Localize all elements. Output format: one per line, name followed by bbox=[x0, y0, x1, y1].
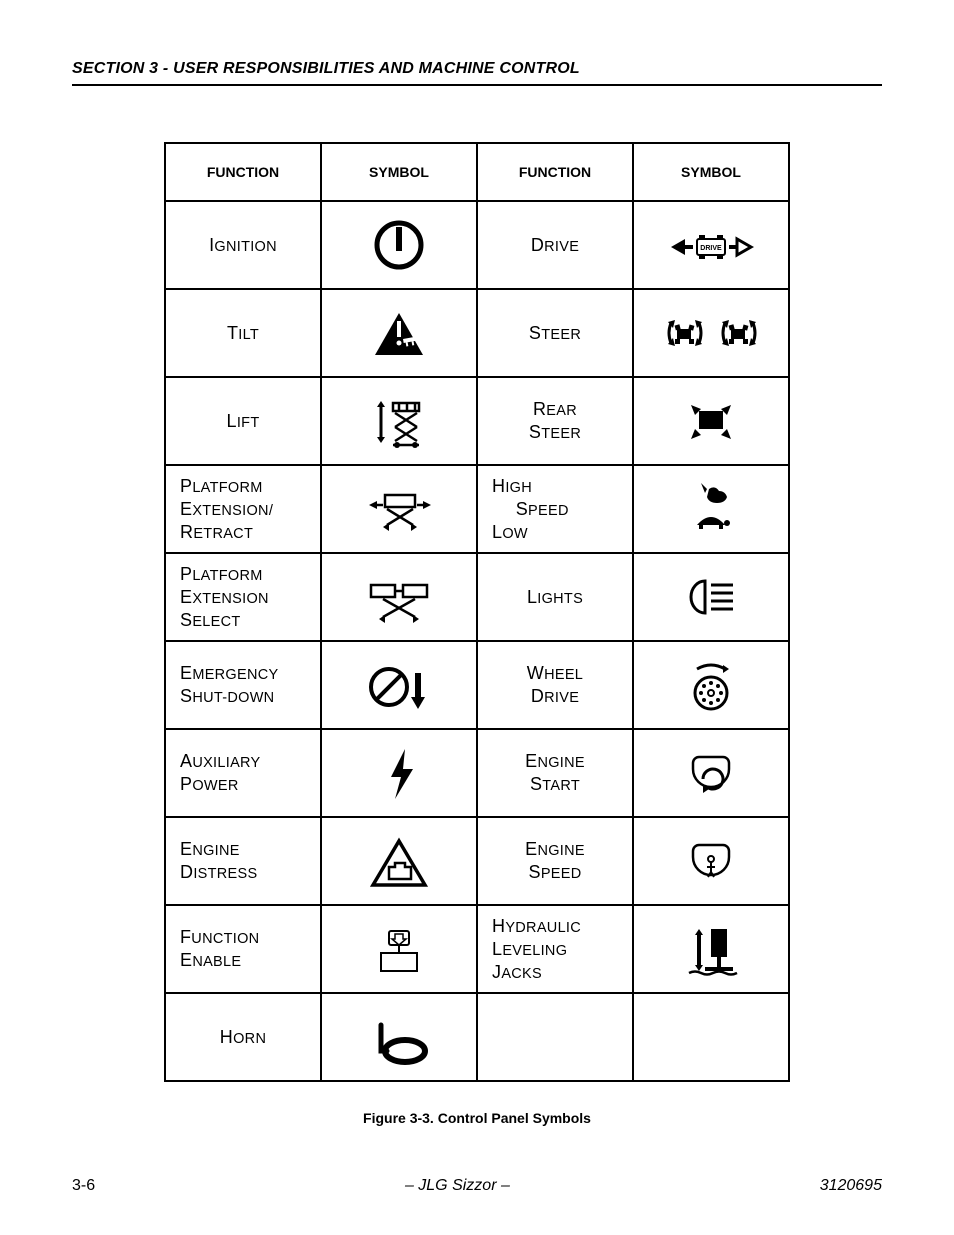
table-row: IGNITION DRIVE bbox=[165, 201, 789, 289]
lift-icon bbox=[321, 377, 477, 465]
function-label: PLATFORMEXTENSIONSELECT bbox=[165, 553, 321, 641]
ignition-icon bbox=[321, 201, 477, 289]
function-label: AUXILIARYPOWER bbox=[165, 729, 321, 817]
table-row: PLATFORMEXTENSIONSELECT LIGHTS bbox=[165, 553, 789, 641]
function-label: DRIVE bbox=[477, 201, 633, 289]
function-label: ENGINEDISTRESS bbox=[165, 817, 321, 905]
header-symbol-2: SYMBOL bbox=[633, 143, 789, 201]
header-symbol-1: SYMBOL bbox=[321, 143, 477, 201]
function-label: FUNCTIONENABLE bbox=[165, 905, 321, 993]
function-label: ENGINESTART bbox=[477, 729, 633, 817]
table-header-row: FUNCTION SYMBOL FUNCTION SYMBOL bbox=[165, 143, 789, 201]
page-footer: 3-6 – JLG Sizzor – 3120695 bbox=[72, 1177, 882, 1195]
function-label: HIGH SPEEDLOW bbox=[477, 465, 633, 553]
table-row: TILT STEER bbox=[165, 289, 789, 377]
function-label: WHEELDRIVE bbox=[477, 641, 633, 729]
platform-ext-select-icon bbox=[321, 553, 477, 641]
function-label: STEER bbox=[477, 289, 633, 377]
footer-page-number: 3-6 bbox=[72, 1177, 95, 1195]
function-enable-icon bbox=[321, 905, 477, 993]
function-label: LIGHTS bbox=[477, 553, 633, 641]
lights-icon bbox=[633, 553, 789, 641]
function-label: IGNITION bbox=[165, 201, 321, 289]
engine-speed-icon bbox=[633, 817, 789, 905]
drive-icon bbox=[633, 201, 789, 289]
leveling-jacks-icon bbox=[633, 905, 789, 993]
aux-power-icon bbox=[321, 729, 477, 817]
speed-high-low-icon bbox=[633, 465, 789, 553]
header-function-1: FUNCTION bbox=[165, 143, 321, 201]
wheel-drive-icon bbox=[633, 641, 789, 729]
section-header: SECTION 3 - USER RESPONSIBILITIES AND MA… bbox=[72, 60, 882, 86]
rear-steer-icon bbox=[633, 377, 789, 465]
table-row: LIFT REARSTEER bbox=[165, 377, 789, 465]
horn-icon bbox=[321, 993, 477, 1081]
function-label: TILT bbox=[165, 289, 321, 377]
table-row: PLATFORMEXTENSION/RETRACT HIGH SPEEDLOW bbox=[165, 465, 789, 553]
function-label: REARSTEER bbox=[477, 377, 633, 465]
header-function-2: FUNCTION bbox=[477, 143, 633, 201]
symbols-table: FUNCTION SYMBOL FUNCTION SYMBOL IGNITION… bbox=[164, 142, 790, 1082]
engine-start-icon bbox=[633, 729, 789, 817]
engine-distress-icon bbox=[321, 817, 477, 905]
table-row: AUXILIARYPOWER ENGINESTART bbox=[165, 729, 789, 817]
footer-doc-number: 3120695 bbox=[820, 1177, 882, 1195]
table-row: EMERGENCYSHUT-DOWN WHEELDRIVE bbox=[165, 641, 789, 729]
tilt-icon bbox=[321, 289, 477, 377]
function-label: PLATFORMEXTENSION/RETRACT bbox=[165, 465, 321, 553]
platform-ext-retract-icon bbox=[321, 465, 477, 553]
steer-icon bbox=[633, 289, 789, 377]
empty-symbol bbox=[633, 993, 789, 1081]
figure-caption: Figure 3-3. Control Panel Symbols bbox=[72, 1110, 882, 1126]
table-row: FUNCTIONENABLE HYDRAULICLEVELINGJACKS bbox=[165, 905, 789, 993]
table-row: ENGINEDISTRESS ENGINESPEED bbox=[165, 817, 789, 905]
function-label: LIFT bbox=[165, 377, 321, 465]
function-label: HYDRAULICLEVELINGJACKS bbox=[477, 905, 633, 993]
table-row: HORN bbox=[165, 993, 789, 1081]
function-label: HORN bbox=[165, 993, 321, 1081]
function-label: ENGINESPEED bbox=[477, 817, 633, 905]
function-label bbox=[477, 993, 633, 1081]
function-label: EMERGENCYSHUT-DOWN bbox=[165, 641, 321, 729]
footer-center: – JLG Sizzor – bbox=[405, 1177, 510, 1195]
emergency-shutdown-icon bbox=[321, 641, 477, 729]
